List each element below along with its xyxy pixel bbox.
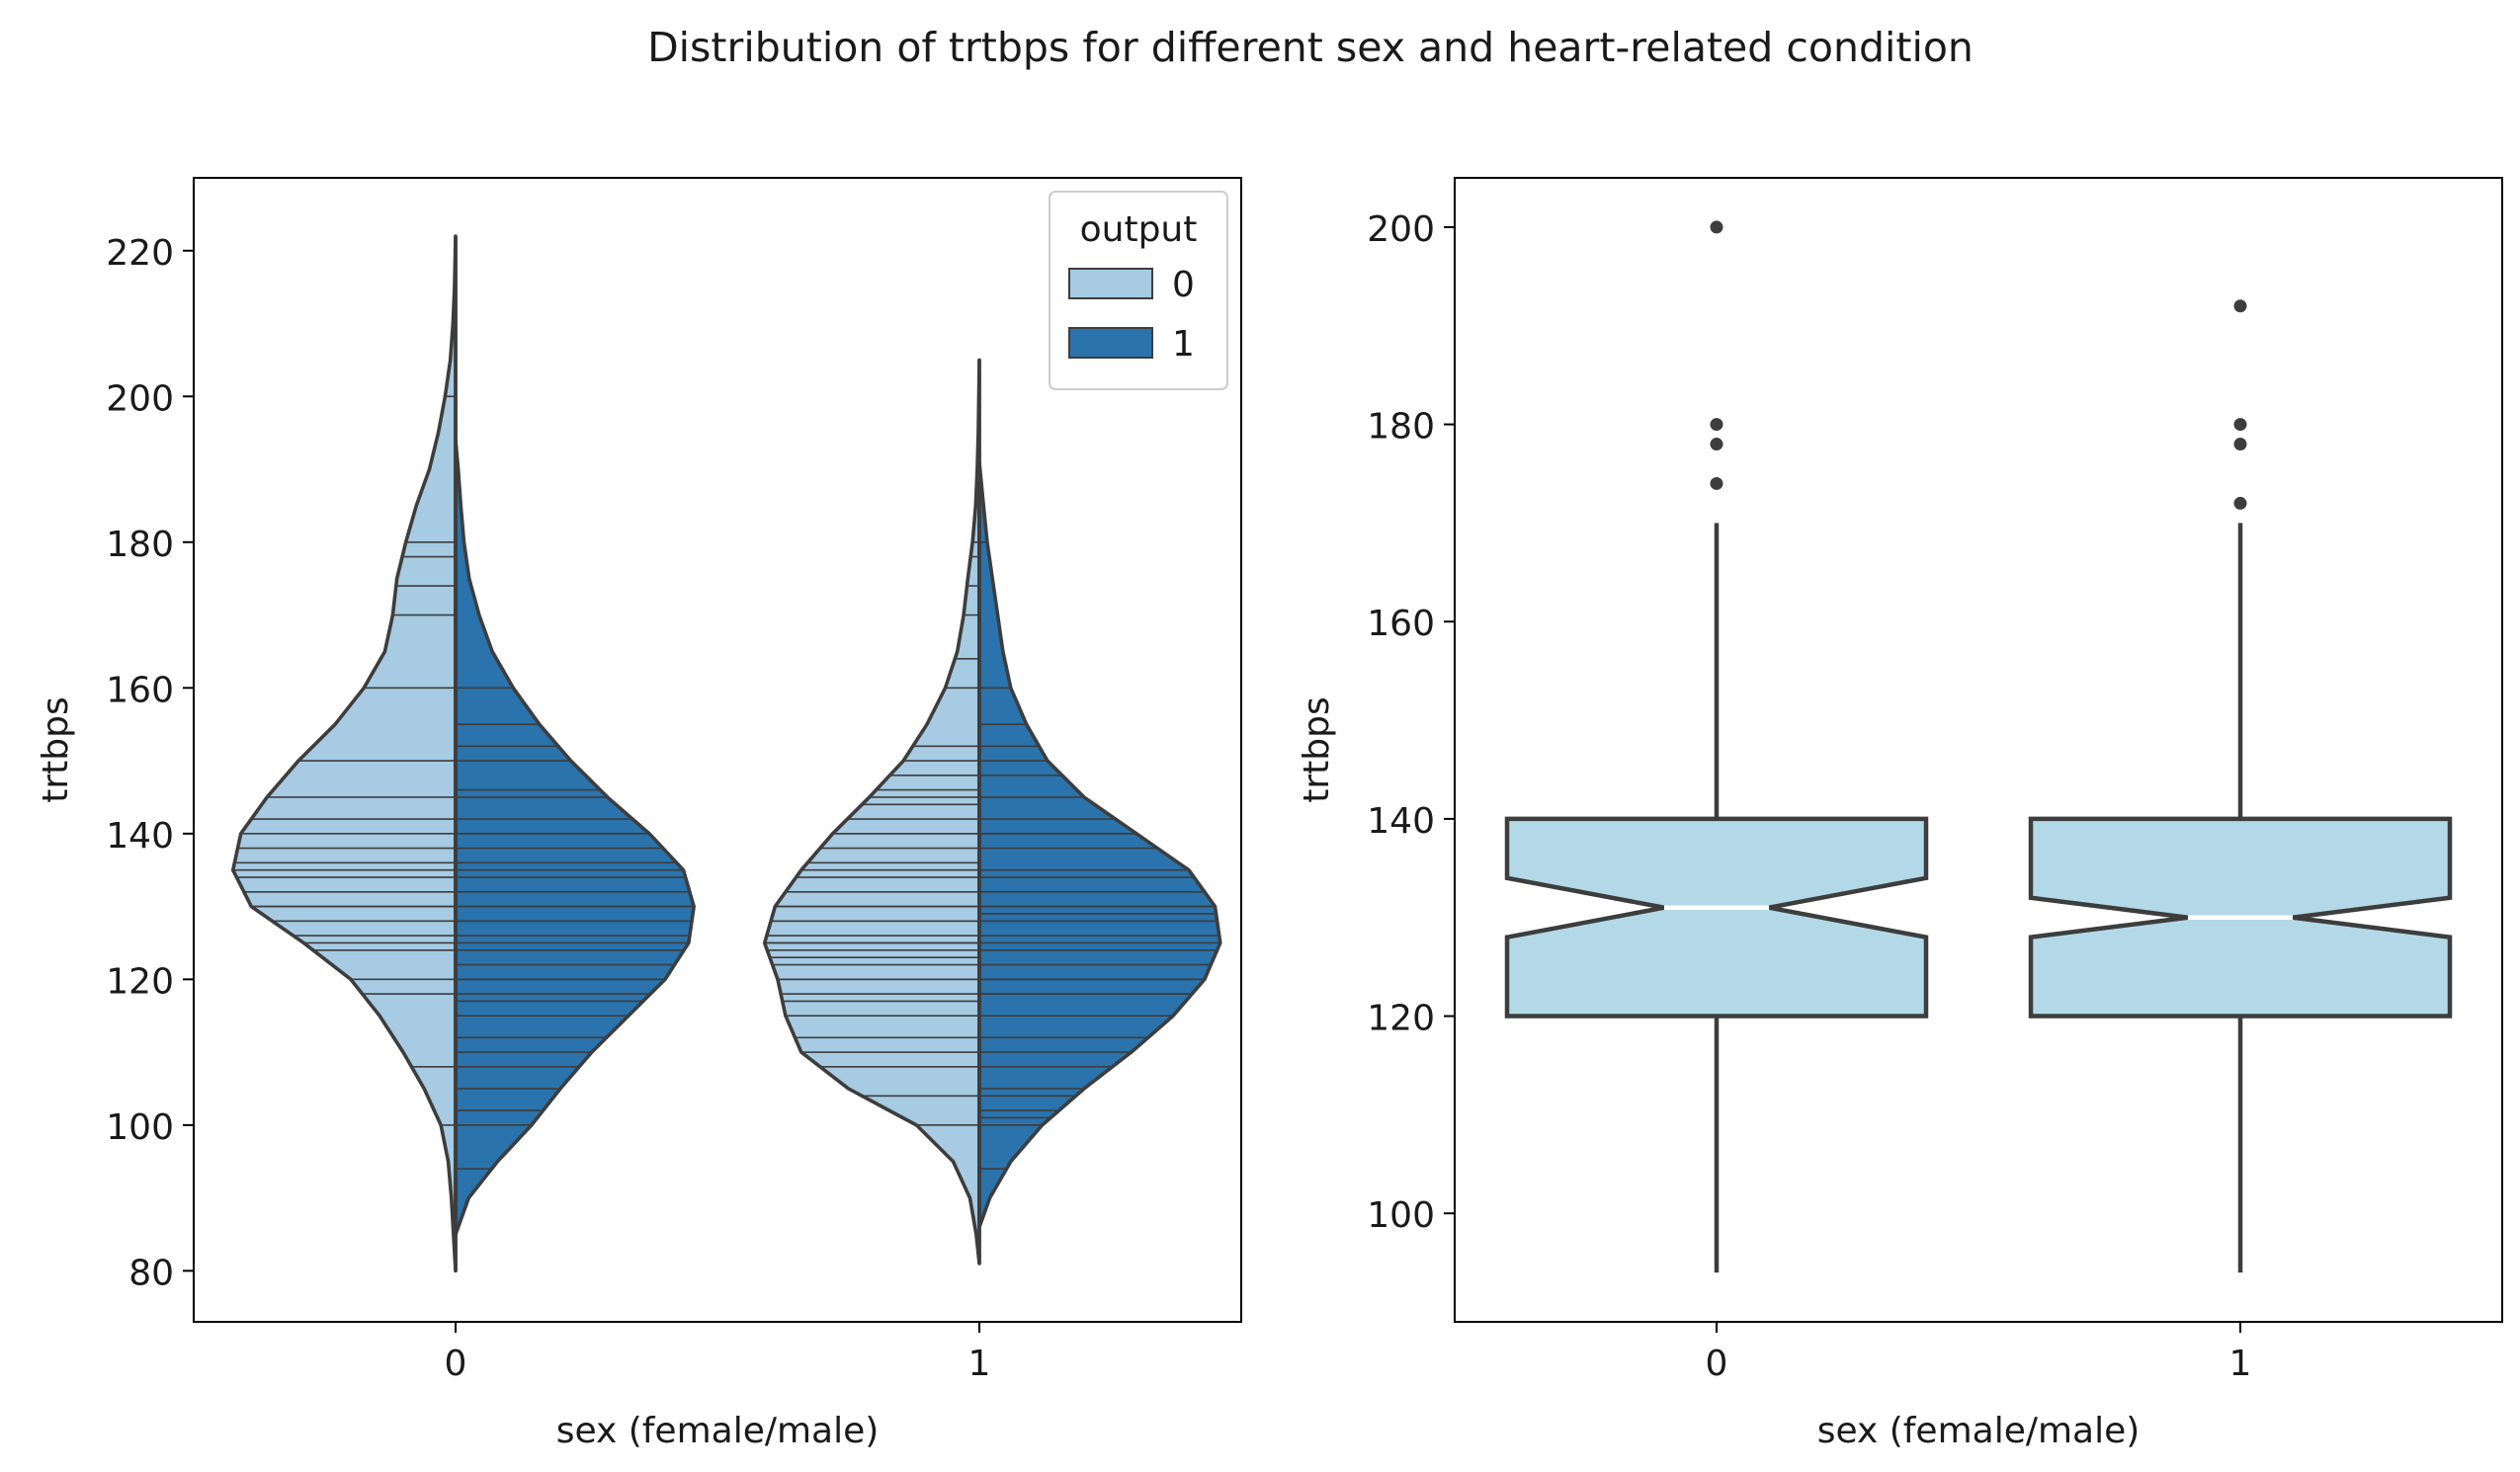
violin-plot-panel: 80 100 120 140 160 180 200 220 0 1 sex (female/mal… [36,177,1242,1451]
y-tick-label: 80 [128,1253,174,1293]
x-tick-label: 0 [445,1344,467,1384]
y-axis-label: trtbps [36,696,76,803]
x-tick-label: 1 [2229,1344,2252,1384]
y-tick-label: 160 [106,670,174,710]
x-axis-label: sex (female/male) [556,1411,880,1451]
legend-label-1: 1 [1172,324,1195,365]
notched-box [1504,816,1929,1019]
y-tick-label: 100 [106,1107,174,1148]
y-tick-label: 180 [106,525,174,565]
violin-outline [977,459,1222,1229]
y-tick-label: 120 [106,961,174,1002]
figure-title: Distribution of trtbps for different sex… [647,24,1974,71]
violin-series-0 [230,234,981,1273]
box-group-sex-0 [1504,220,1929,1273]
y-tick-label: 140 [1367,801,1435,842]
legend-swatch-1 [1068,327,1153,359]
outlier-point [1710,438,1723,451]
axes-frame [1454,177,2503,1323]
legend: output 0 1 [1049,191,1228,390]
violin-half-1-sex-0 [456,440,695,1235]
legend-swatch-0 [1068,268,1153,299]
y-axis-label: trtbps [1297,696,1337,803]
y-tick-label: 120 [1367,999,1435,1039]
legend-title: output [1080,209,1198,250]
outlier-point [2233,438,2247,451]
outlier-point [1710,418,1723,432]
x-tick-label: 0 [1706,1344,1728,1384]
violin-outline [454,438,696,1237]
y-tick-label: 200 [1367,209,1435,250]
y-tick-label: 200 [106,378,174,419]
x-axis-label: sex (female/male) [1817,1411,2141,1451]
outlier-point [1710,476,1723,490]
x-tick-label: 1 [968,1344,991,1384]
outlier-point [2233,299,2247,313]
violin-half-1-sex-1 [979,461,1220,1228]
outlier-point [2233,418,2247,432]
violin-outline [762,358,981,1266]
y-tick-label: 180 [1367,407,1435,448]
y-tick-label: 220 [106,233,174,274]
y-tick-label: 140 [106,816,174,857]
violin-series-1 [454,438,1222,1237]
box-group-sex-1 [2028,299,2453,1273]
outlier-point [2233,496,2247,510]
violin-half-0-sex-0 [232,236,456,1271]
violin-outline [230,234,458,1273]
y-tick-label: 100 [1367,1195,1435,1236]
box-plot-panel: 100 120 140 160 180 200 0 1 sex (female/male) trt… [1297,177,2503,1451]
axes-frame [193,177,1242,1323]
legend-label-0: 0 [1172,265,1195,305]
outlier-point [1710,220,1723,234]
y-tick-label: 160 [1367,604,1435,644]
